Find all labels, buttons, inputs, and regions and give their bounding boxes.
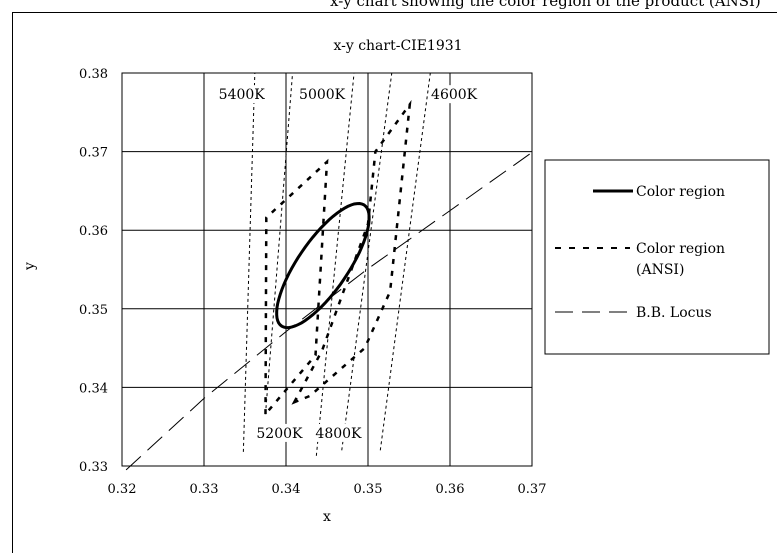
x-tick-label: 0.34 xyxy=(272,482,301,497)
cct-label-bg xyxy=(297,85,348,104)
cct-line xyxy=(341,72,393,451)
x-tick-label: 0.32 xyxy=(108,482,137,497)
y-tick-label: 0.33 xyxy=(79,460,108,475)
cct-label-bg xyxy=(216,85,267,104)
cct-label-bg xyxy=(254,423,305,442)
chart-frame xyxy=(12,12,777,553)
x-tick-label: 0.35 xyxy=(354,482,383,497)
cct-lines xyxy=(242,72,431,456)
plot-area xyxy=(121,72,533,467)
x-axis-label: x xyxy=(323,509,331,525)
legend-label-line: (ANSI) xyxy=(636,262,684,278)
legend: Color region Color region (ANSI) B.B. Loc… xyxy=(544,159,770,355)
x-tick-label: 0.33 xyxy=(190,482,219,497)
legend-box xyxy=(544,159,770,355)
y-tick-label: 0.35 xyxy=(79,303,108,318)
cct-label: 5200K xyxy=(256,426,303,442)
y-tick-label: 0.38 xyxy=(79,67,108,82)
cut-off-caption: x-y chart showing the color region of th… xyxy=(0,0,777,14)
series-color-region-ansi xyxy=(264,158,329,418)
series-layer xyxy=(125,99,533,471)
series-bb-locus xyxy=(125,151,533,471)
cct-line xyxy=(379,72,431,451)
cct-label-bg xyxy=(313,423,364,442)
x-tick-label: 0.37 xyxy=(518,482,547,497)
series-color-region-ansi xyxy=(291,99,412,405)
chart-title: x-y chart-CIE1931 xyxy=(333,38,462,54)
y-tick-label: 0.37 xyxy=(79,146,108,161)
cct-line xyxy=(315,72,355,456)
axis-ticks: 0.32 0.33 0.34 0.35 0.36 0.370.330.340.350.36… xyxy=(79,67,546,497)
legend-label-color-region-ansi: Color region (ANSI) xyxy=(636,241,725,278)
cct-line xyxy=(242,72,256,452)
cct-label-bg xyxy=(429,85,480,104)
cct-line xyxy=(265,72,294,415)
cut-off-caption-text: x-y chart showing the color region of th… xyxy=(330,0,761,10)
series-color-region xyxy=(275,201,371,330)
cct-label: 4800K xyxy=(315,426,362,442)
y-axis-label: y xyxy=(22,262,38,271)
legend-label-color-region: Color region xyxy=(636,184,725,200)
y-tick-label: 0.36 xyxy=(79,224,108,239)
y-tick-label: 0.34 xyxy=(79,381,108,396)
x-tick-label: 0.36 xyxy=(436,482,465,497)
legend-label-bb-locus: B.B. Locus xyxy=(636,305,712,321)
cie-xy-chart: x-y chart-CIE1931 x y 0.32 0.33 0.34 0.35 0.… xyxy=(22,38,770,525)
cct-label: 4600K xyxy=(431,87,478,103)
cct-label: 5400K xyxy=(219,87,266,103)
legend-label-line: Color region xyxy=(636,241,725,257)
cct-label: 5000K xyxy=(299,87,346,103)
cct-labels: 5400K 5000K 4600K 5200K 4800K xyxy=(216,85,480,442)
grid xyxy=(122,73,532,466)
